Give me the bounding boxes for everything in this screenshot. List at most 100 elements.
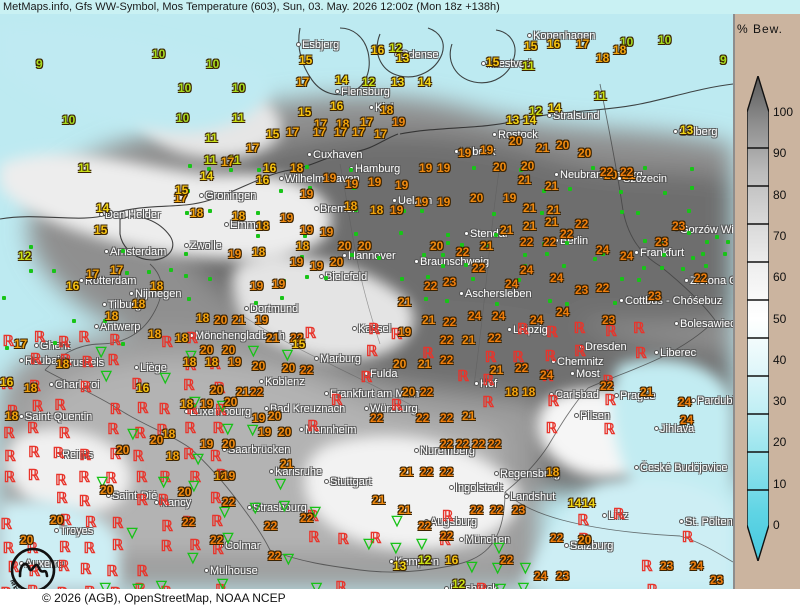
fog-symbol xyxy=(619,209,624,214)
temperature-value: 18 xyxy=(175,331,189,345)
rain-shower-symbol: ℝ xyxy=(156,423,169,440)
city-label: Chemnitz xyxy=(557,356,604,368)
city-label: Zwolle xyxy=(190,240,222,252)
city-marker-dot xyxy=(393,199,396,202)
rain-shower-symbol: ℝ xyxy=(160,539,173,556)
drizzle-symbol: ▽ xyxy=(390,540,402,556)
temperature-value: 24 xyxy=(690,559,704,573)
rain-shower-symbol: ℝ xyxy=(0,586,12,589)
rain-shower-symbol: ℝ xyxy=(482,394,495,411)
rain-shower-symbol: ℝ xyxy=(28,379,41,396)
city-label: Frankfurt am Main xyxy=(330,388,420,400)
city-label: Augsburg xyxy=(430,516,478,528)
city-marker-dot xyxy=(680,520,683,523)
rain-shower-symbol: ℝ xyxy=(215,583,227,589)
temperature-value: 18 xyxy=(380,103,394,117)
city-marker-dot xyxy=(493,133,496,136)
temperature-value: 22 xyxy=(440,437,454,451)
temperature-value: 24 xyxy=(620,249,634,263)
city-label: Charleroi xyxy=(55,379,100,391)
temperature-value: 20 xyxy=(268,409,282,423)
city-label: Hannover xyxy=(348,250,396,262)
temperature-value: 18 xyxy=(613,43,627,57)
temperature-value: 19 xyxy=(222,469,236,483)
rain-shower-symbol: ℝ xyxy=(56,587,68,589)
map-canvas[interactable]: Esbjerg Odense Næstved Kopenhagen Flensburg K… xyxy=(0,14,733,589)
drizzle-symbol: ▽ xyxy=(155,579,167,589)
city-marker-dot xyxy=(80,279,83,282)
legend-tick-50: 50 xyxy=(773,311,787,326)
city-marker-dot xyxy=(685,279,688,282)
temperature-value: 24 xyxy=(540,368,554,382)
fog-symbol xyxy=(29,269,34,274)
rain-shower-symbol: ℝ xyxy=(131,376,144,393)
city-marker-dot xyxy=(35,344,38,347)
city-label: Flensburg xyxy=(341,86,390,98)
city-label: Wilhelmshaven xyxy=(285,173,360,185)
cloud-cover-colorbar[interactable] xyxy=(747,76,769,561)
fog-symbol xyxy=(687,230,692,235)
fog-symbol xyxy=(354,208,359,213)
city-label: Bielefeld xyxy=(325,271,368,283)
fog-symbol xyxy=(183,274,188,279)
temperature-value: 15 xyxy=(524,39,538,53)
fog-symbol xyxy=(545,252,550,256)
temperature-value: 24 xyxy=(596,243,610,257)
temperature-value: 22 xyxy=(620,165,634,179)
temperature-value: 19 xyxy=(398,325,412,339)
temperature-value: 21 xyxy=(518,173,532,187)
temperature-value: 20 xyxy=(556,138,570,152)
rain-shower-symbol: ℝ xyxy=(632,321,645,338)
temperature-value: 18 xyxy=(24,381,38,395)
fog-symbol xyxy=(565,240,570,245)
city-label: Stuttgart xyxy=(330,476,372,488)
city-marker-dot xyxy=(135,366,138,369)
rain-shower-symbol: ℝ xyxy=(189,537,202,554)
city-label: Stralsund xyxy=(553,110,600,122)
rain-shower-symbol: ℝ xyxy=(0,376,13,393)
temperature-value: 18 xyxy=(522,385,536,399)
rain-shower-symbol: ℝ xyxy=(482,373,495,390)
temperature-value: 10 xyxy=(206,57,220,71)
temperature-value: 22 xyxy=(443,315,457,329)
rain-shower-symbol: ℝ xyxy=(365,343,378,360)
temperature-value: 19 xyxy=(419,161,433,175)
temperature-value: 14 xyxy=(418,75,432,89)
city-marker-dot xyxy=(365,372,368,375)
city-label: Nijmegen xyxy=(135,288,182,300)
temperature-value: 22 xyxy=(543,235,557,249)
rain-shower-symbol: ℝ xyxy=(184,421,197,438)
temperature-value: 9 xyxy=(36,57,43,71)
city-label: České Budċjovice xyxy=(640,462,728,474)
rain-shower-symbol: ℝ xyxy=(330,393,343,410)
fog-symbol xyxy=(565,301,570,306)
temperature-value: 24 xyxy=(505,277,519,291)
city-label: Hof xyxy=(480,378,498,390)
temperature-value: 14 xyxy=(200,169,214,183)
temperature-value: 20 xyxy=(224,395,238,409)
rain-shower-symbol: ℝ xyxy=(57,334,70,351)
attribution-bar: © 2026 (AGB), OpenStreetMap, NOAA NCEP xyxy=(0,589,800,607)
city-marker-dot xyxy=(475,382,478,385)
city-label: München xyxy=(465,534,511,546)
city-label: Ghent xyxy=(40,340,70,352)
temperature-value: 12 xyxy=(389,41,403,55)
city-label: Stendal xyxy=(470,228,508,240)
fog-symbol xyxy=(540,211,545,216)
fog-symbol xyxy=(618,189,623,194)
rain-shower-symbol: ℝ xyxy=(306,508,319,525)
temperature-value: 19 xyxy=(503,191,517,205)
city-label: Reims xyxy=(62,449,94,461)
temperature-value: 22 xyxy=(440,353,454,367)
temperature-value: 20 xyxy=(200,343,214,357)
city-marker-dot xyxy=(343,254,346,257)
temperature-value: 22 xyxy=(456,245,470,259)
rain-shower-symbol: ℝ xyxy=(78,493,91,510)
city-label: Gorzów Wielkopolski xyxy=(680,224,733,236)
city-label: Antwerp xyxy=(100,321,141,333)
temperature-value: 23 xyxy=(575,283,589,297)
legend-title: % Bew. xyxy=(737,22,784,36)
temperature-value: 21 xyxy=(418,357,432,371)
city-marker-dot xyxy=(675,322,678,325)
temperature-value: 20 xyxy=(393,357,407,371)
